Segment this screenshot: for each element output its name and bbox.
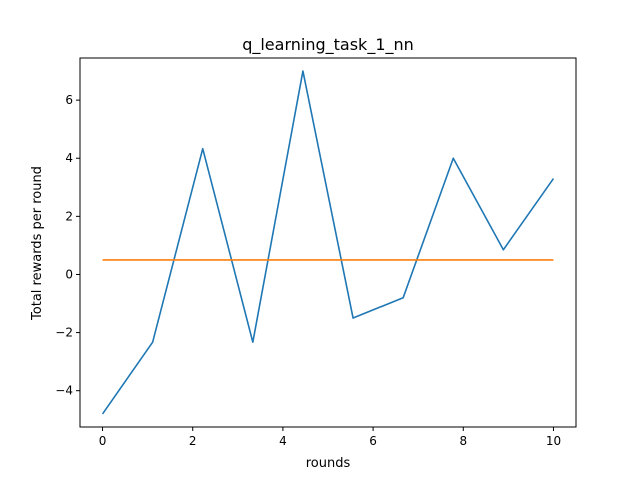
y-axis: −4 −2 0 2 4 6 [55,93,80,398]
y-tick-label: −4 [55,384,73,398]
x-tick-label: 10 [546,434,561,448]
plot-frame [79,57,577,428]
x-axis-label: rounds [306,456,351,471]
y-axis-label: Total rewards per round [30,166,45,321]
x-tick-label: 8 [459,434,467,448]
y-tick-label: 0 [65,267,73,281]
x-axis: 0 2 4 6 8 10 [99,427,561,448]
chart-title: q_learning_task_1_nn [242,35,414,55]
x-tick-label: 0 [99,434,107,448]
y-tick-label: 4 [65,151,73,165]
x-tick-label: 2 [189,434,197,448]
x-tick-label: 6 [369,434,377,448]
y-tick-label: 6 [65,93,73,107]
series-line-1 [101,70,555,415]
series-layer [101,70,555,415]
plot-area [79,57,577,428]
y-tick-label: 2 [65,209,73,223]
y-tick-label: −2 [55,326,73,340]
x-tick-label: 4 [279,434,287,448]
